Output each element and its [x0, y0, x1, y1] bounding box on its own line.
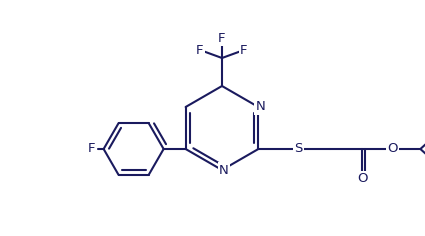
Text: S: S [294, 143, 303, 156]
Text: F: F [218, 31, 226, 45]
Text: O: O [357, 173, 368, 185]
Text: F: F [196, 43, 204, 56]
Text: F: F [240, 43, 248, 56]
Text: F: F [88, 143, 95, 156]
Text: N: N [219, 164, 229, 177]
Text: O: O [387, 143, 398, 156]
Text: N: N [255, 101, 265, 114]
